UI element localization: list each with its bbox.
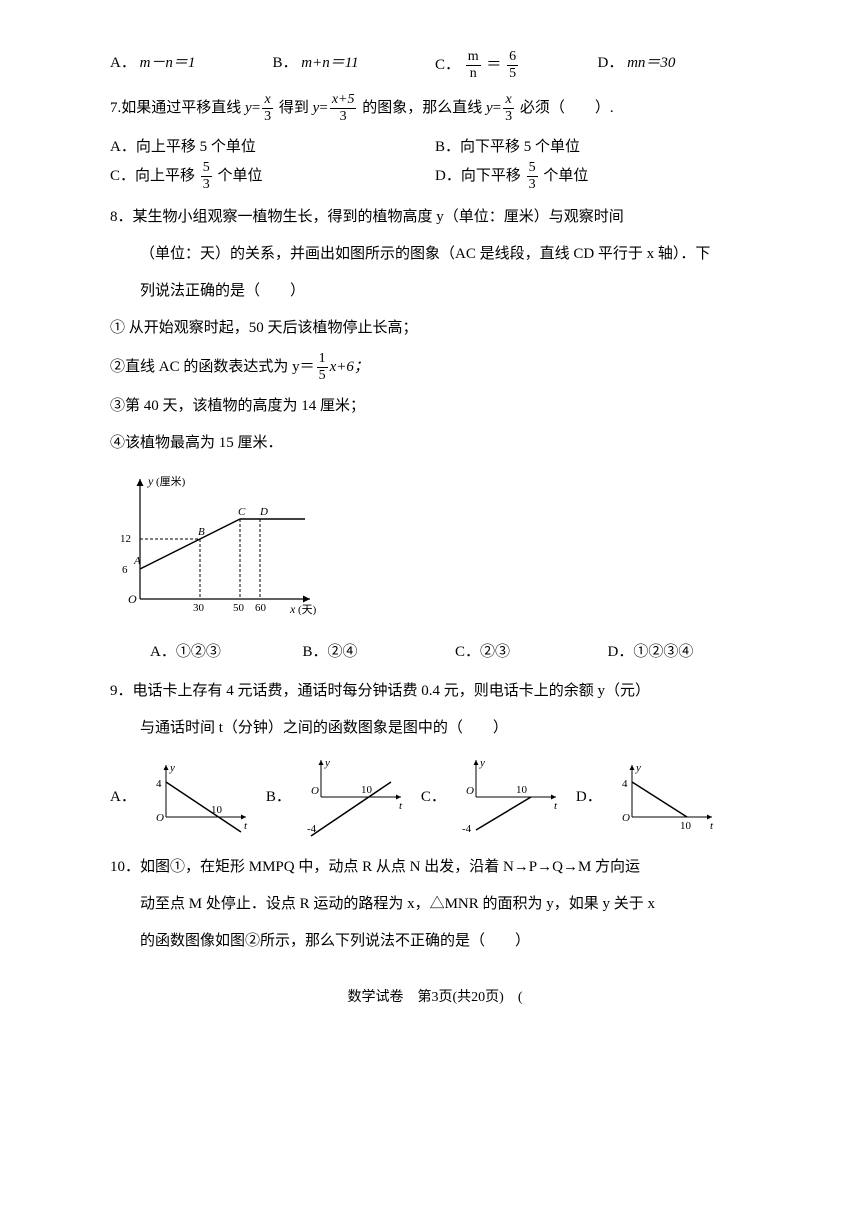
eq: ＝ [486, 57, 501, 73]
svg-text:t: t [554, 800, 558, 812]
svg-text:6: 6 [122, 564, 128, 576]
q9-labelD: D． [576, 784, 602, 811]
svg-text:B: B [198, 526, 205, 538]
q7-optD: D．向下平移 53 个单位 [435, 161, 760, 192]
svg-text:O: O [311, 785, 319, 797]
svg-text:A: A [133, 555, 141, 567]
q9-chartA: y t O 4 10 [146, 757, 256, 837]
q6-optA: A． m－n＝1 [110, 50, 273, 81]
q9-labelB: B． [266, 784, 291, 811]
q6-optB: B． m+n＝11 [273, 50, 436, 81]
svg-text:O: O [128, 592, 137, 606]
svg-text:4: 4 [622, 778, 628, 790]
svg-text:4: 4 [156, 778, 162, 790]
q6-options: A． m－n＝1 B． m+n＝11 C． mn ＝ 65 D． mn＝30 [110, 50, 760, 81]
svg-text:y: y [169, 762, 175, 774]
q7-optC: C．向上平移 53 个单位 [110, 161, 435, 192]
q8-stmt3: ③第 40 天，该植物的高度为 14 厘米； [110, 393, 760, 420]
q7-text: 7.如果通过平移直线 y=x3 得到 y=x+53 的图象，那么直线 y=x3 … [110, 93, 760, 124]
q7-optA: A．向上平移 5 个单位 [110, 134, 435, 161]
q8-optA: A．①②③ [150, 639, 303, 666]
q8-options: A．①②③ B．②④ C．②③ D．①②③④ [150, 639, 760, 666]
svg-text:10: 10 [680, 820, 692, 832]
svg-text:y: y [324, 757, 330, 769]
label: B． [273, 55, 298, 71]
svg-text:O: O [156, 812, 164, 824]
q8-stmt4: ④该植物最高为 15 厘米． [110, 430, 760, 457]
svg-text:(厘米): (厘米) [156, 475, 186, 488]
q8-optB: B．②④ [303, 639, 456, 666]
q8-optC: C．②③ [455, 639, 608, 666]
svg-text:O: O [466, 785, 474, 797]
q6-optC: C． mn ＝ 65 [435, 50, 598, 81]
label: D． [598, 55, 624, 71]
label: C． [435, 57, 460, 73]
svg-text:10: 10 [516, 784, 528, 796]
svg-text:10: 10 [211, 804, 223, 816]
svg-text:y: y [479, 757, 485, 769]
svg-text:O: O [622, 812, 630, 824]
svg-text:60: 60 [255, 602, 267, 614]
svg-text:x: x [289, 602, 296, 616]
q9-chartB: y t O -4 10 [301, 752, 411, 842]
q8-chart: y(厘米) x(天) O 6 12 A B C D 30 50 60 [110, 469, 760, 629]
label: A． [110, 55, 136, 71]
q9-labelA: A． [110, 784, 136, 811]
svg-text:t: t [244, 820, 248, 832]
expr: mn＝30 [627, 55, 675, 71]
q9-chartC: y t O -4 10 [456, 752, 566, 842]
q8-text: 8．某生物小组观察一植物生长，得到的植物高度 y（单位：厘米）与观察时间 （单位… [110, 204, 760, 305]
page-footer: 数学试卷 第3页(共20页) ( [110, 985, 760, 1010]
svg-text:30: 30 [193, 602, 205, 614]
svg-text:10: 10 [361, 784, 373, 796]
svg-text:50: 50 [233, 602, 245, 614]
q8-optD: D．①②③④ [608, 639, 761, 666]
svg-text:t: t [399, 800, 403, 812]
frac-r: 65 [507, 50, 518, 81]
q8-stmt2: ②直线 AC 的函数表达式为 y＝15x+6； [110, 352, 760, 383]
expr: m+n＝11 [301, 55, 358, 71]
q8-stmt1: ① 从开始观察时起，50 天后该植物停止长高； [110, 315, 760, 342]
q9-text: 9．电话卡上存有 4 元话费，通话时每分钟话费 0.4 元，则电话卡上的余额 y… [110, 678, 760, 742]
frac-l: mn [466, 50, 481, 81]
svg-text:t: t [710, 820, 714, 832]
q7-options: A．向上平移 5 个单位 B．向下平移 5 个单位 C．向上平移 53 个单位 … [110, 134, 760, 192]
q10-text: 10．如图①，在矩形 MMPQ 中，动点 R 从点 N 出发，沿着 N→P→Q→… [110, 854, 760, 955]
q7-optB: B．向下平移 5 个单位 [435, 134, 760, 161]
svg-text:y: y [147, 474, 154, 488]
svg-text:y: y [635, 762, 641, 774]
svg-text:12: 12 [120, 533, 131, 545]
q6-optD: D． mn＝30 [598, 50, 761, 81]
svg-text:-4: -4 [462, 823, 472, 835]
q9-chartD: y t O 4 10 [612, 757, 722, 837]
q9-charts: A． y t O 4 10 B． y t O -4 10 C． y t O -4… [110, 752, 760, 842]
svg-text:C: C [238, 506, 246, 518]
svg-text:-4: -4 [307, 823, 317, 835]
expr: m－n＝1 [140, 55, 196, 71]
q9-labelC: C． [421, 784, 446, 811]
svg-text:D: D [259, 506, 268, 518]
svg-text:(天): (天) [298, 604, 317, 616]
